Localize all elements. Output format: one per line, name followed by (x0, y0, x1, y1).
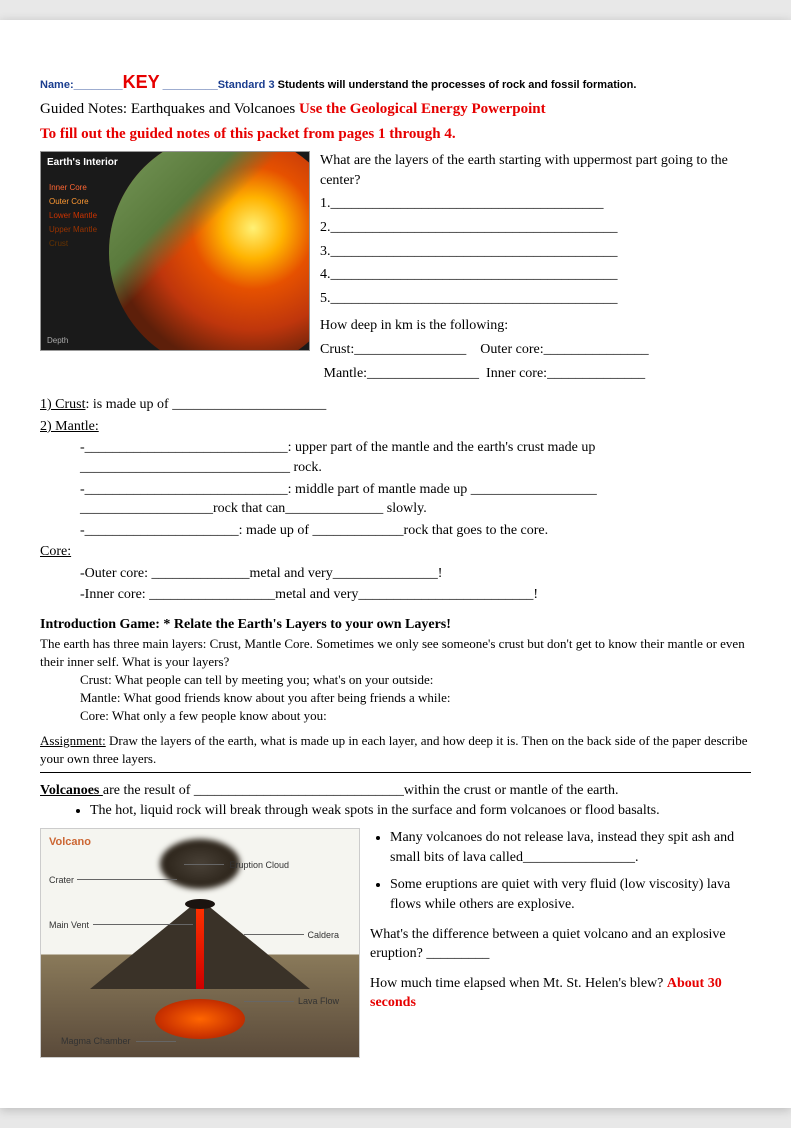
header-line: Name:________KEY _________Standard 3 Stu… (40, 70, 751, 95)
depth-crust-outer: Crust:________________ Outer core:______… (320, 340, 751, 360)
intro-core: Core: What only a few people know about … (80, 707, 751, 725)
volcanoes-heading: Volcanoes (40, 783, 103, 798)
blank-5: 5.______________________________________… (320, 289, 751, 309)
name-label: Name: (40, 79, 74, 91)
earth-interior-diagram: Earth's Interior Inner Core Outer Core L… (40, 151, 310, 351)
volcano-bullet1: The hot, liquid rock will break through … (90, 801, 751, 821)
standard-text: Students will understand the processes o… (278, 79, 637, 91)
assignment-line: Assignment: Draw the layers of the earth… (40, 732, 751, 768)
worksheet-page: Name:________KEY _________Standard 3 Stu… (0, 20, 791, 1108)
mantle-3: -______________________: made up of ____… (80, 521, 751, 541)
depth-mantle-inner: Mantle:________________ Inner core:_____… (320, 364, 751, 384)
label-main-vent: Main Vent (49, 919, 89, 932)
label-caldera: Caldera (307, 929, 339, 942)
earth-diagram-title: Earth's Interior (47, 156, 118, 170)
magma-chamber (155, 999, 245, 1039)
mantle-2: -_____________________________: middle p… (80, 480, 751, 519)
volcano-right-col: Many volcanoes do not release lava, inst… (370, 828, 751, 1013)
label-lava-flow: Lava Flow (298, 995, 339, 1008)
crust-fillin: 1) Crust: is made up of ________________… (40, 395, 751, 415)
q-layers: What are the layers of the earth startin… (320, 151, 751, 190)
mantle-1: -_____________________________: upper pa… (80, 438, 751, 477)
label-lower-mantle: Lower Mantle (49, 210, 97, 221)
standard-label: Standard 3 (218, 79, 275, 91)
label-outer-core: Outer Core (49, 196, 89, 207)
core-2: -Inner core: __________________metal and… (80, 585, 751, 605)
assignment-text: Draw the layers of the earth, what is ma… (40, 733, 748, 766)
layer-questions: What are the layers of the earth startin… (320, 151, 751, 387)
title-red1: Use the Geological Energy Powerpoint (299, 101, 546, 117)
blank-1: 1.______________________________________… (320, 194, 751, 214)
volcano-q2: How much time elapsed when Mt. St. Helen… (370, 974, 751, 1013)
q-depth: How deep in km is the following: (320, 316, 751, 336)
intro-p1: The earth has three main layers: Crust, … (40, 635, 751, 671)
volcano-bullet2: Many volcanoes do not release lava, inst… (390, 828, 751, 867)
title-red2: To fill out the guided notes of this pac… (40, 124, 751, 145)
volcano-bullet3: Some eruptions are quiet with very fluid… (390, 875, 751, 914)
title-prefix: Guided Notes: Earthquakes and Volcanoes (40, 101, 299, 117)
key-answer: KEY (123, 72, 160, 92)
intro-mantle: Mantle: What good friends know about you… (80, 689, 751, 707)
core-head: Core: (40, 542, 751, 562)
mantle-head: 2) Mantle: (40, 417, 751, 437)
divider (40, 772, 751, 773)
earth-surface (109, 151, 310, 351)
blank-2: 2.______________________________________… (320, 218, 751, 238)
title-line: Guided Notes: Earthquakes and Volcanoes … (40, 99, 751, 120)
blank-4: 4.______________________________________… (320, 265, 751, 285)
volcano-title: Volcano (49, 835, 91, 850)
volcanoes-fill: are the result of ______________________… (103, 783, 619, 798)
intro-game-title: Introduction Game: * Relate the Earth's … (40, 615, 751, 635)
crater (185, 899, 215, 909)
volcano-bullet1-list: The hot, liquid rock will break through … (90, 801, 751, 821)
label-upper-mantle: Upper Mantle (49, 224, 97, 235)
earth-section: Earth's Interior Inner Core Outer Core L… (40, 151, 751, 387)
label-inner-core: Inner Core (49, 182, 87, 193)
label-crust: Crust (49, 238, 68, 249)
volcanoes-line: Volcanoes are the result of ____________… (40, 781, 751, 801)
label-crater: Crater (49, 874, 74, 887)
intro-crust: Crust: What people can tell by meeting y… (80, 671, 751, 689)
volcano-q1: What's the difference between a quiet vo… (370, 925, 751, 964)
label-eruption-cloud: Eruption Cloud (229, 859, 289, 872)
core-1: -Outer core: ______________metal and ver… (80, 564, 751, 584)
blank-3: 3.______________________________________… (320, 242, 751, 262)
assignment-label: Assignment: (40, 733, 106, 748)
lava-conduit (196, 904, 204, 989)
label-magma-chamber: Magma Chamber (61, 1035, 131, 1048)
depth-label: Depth (47, 335, 68, 346)
